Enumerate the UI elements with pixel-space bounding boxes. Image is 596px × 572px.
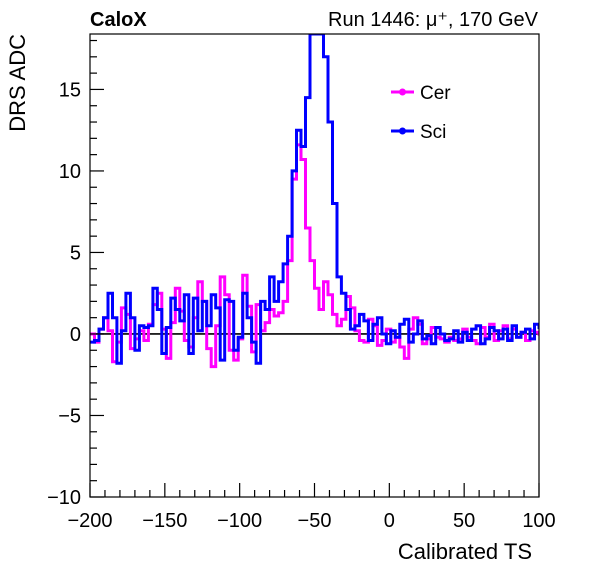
y-tick-label: −10 (47, 487, 81, 509)
x-tick-label: −200 (67, 510, 112, 532)
x-tick-label: −150 (142, 510, 187, 532)
x-axis-title: Calibrated TS (398, 539, 532, 564)
x-tick-label: 50 (453, 510, 475, 532)
legend-marker-cer (399, 88, 406, 96)
legend: Cer Sci (391, 83, 451, 143)
x-tick-label: 100 (522, 510, 555, 532)
legend-label-sci: Sci (420, 122, 446, 143)
axis-ticks (89, 39, 540, 498)
series-line-sci (90, 34, 539, 365)
y-tick-label: −5 (58, 405, 81, 427)
x-tick-label: −100 (217, 510, 262, 532)
legend-label-cer: Cer (420, 83, 451, 104)
legend-marker-sci (399, 127, 406, 135)
x-tick-label: 0 (384, 510, 395, 532)
x-tick-label: −50 (298, 510, 332, 532)
y-tick-label: 15 (59, 79, 81, 101)
y-tick-label: 5 (70, 242, 81, 264)
y-axis-title: DRS ADC (5, 34, 30, 132)
y-tick-label: 0 (70, 324, 81, 346)
header-right-label: Run 1446: μ⁺, 170 GeV (328, 9, 539, 31)
plot-frame (89, 33, 540, 498)
y-tick-label: 10 (59, 161, 81, 183)
header-left-label: CaloX (90, 9, 147, 31)
